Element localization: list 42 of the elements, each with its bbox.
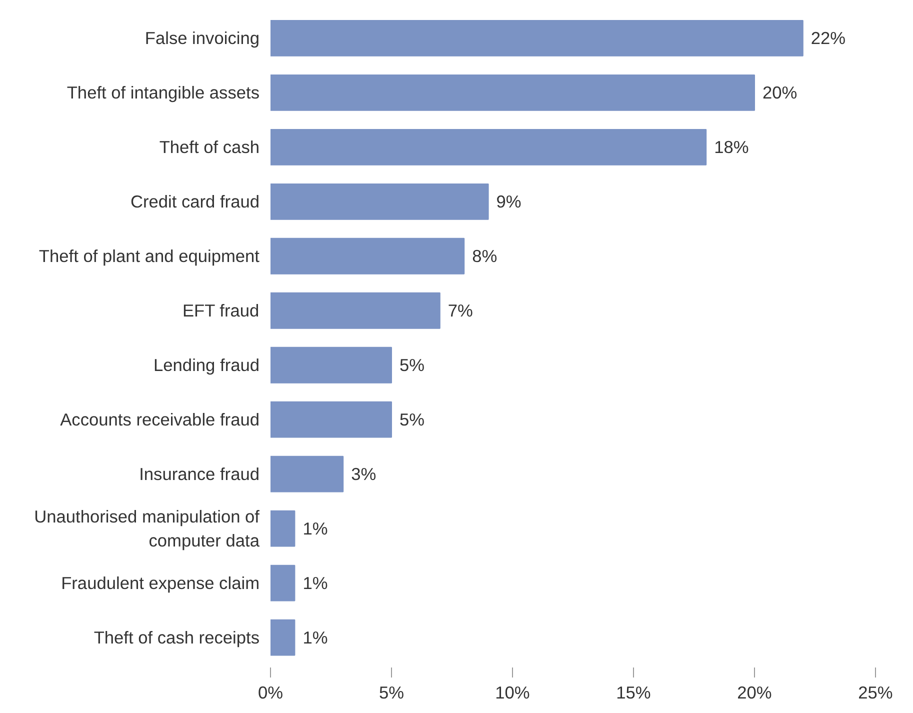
y-tick-label: Lending fraud <box>154 355 260 376</box>
bar <box>270 456 344 492</box>
data-label: 1% <box>302 518 328 539</box>
bar <box>270 401 392 438</box>
x-tick-label: 20% <box>737 682 772 702</box>
data-label: 1% <box>302 573 328 594</box>
y-tick-label: False invoicing <box>144 28 260 48</box>
y-tick-label: Unauthorised manipulation of computer data <box>34 506 260 551</box>
y-tick-label: Theft of intangible assets <box>66 82 260 103</box>
x-tick-label: 15% <box>616 682 651 702</box>
data-label: 8% <box>472 246 498 266</box>
y-tick-label: EFT fraud <box>182 300 260 321</box>
data-label: 7% <box>448 300 473 321</box>
bar <box>270 238 465 274</box>
bar <box>270 128 707 166</box>
data-label: 22% <box>810 28 846 48</box>
x-tick-label: 5% <box>378 682 404 702</box>
bar <box>270 292 440 329</box>
x-tick-label: 0% <box>258 682 284 702</box>
data-label: 18% <box>714 137 749 158</box>
x-tick-label: 10% <box>495 682 530 702</box>
bar <box>270 183 489 220</box>
bar <box>270 564 296 602</box>
bar <box>270 510 296 547</box>
y-tick-label: Theft of cash <box>159 137 260 158</box>
y-tick-label: Fraudulent expense claim <box>61 573 260 594</box>
data-label: 5% <box>400 355 425 376</box>
y-tick-label: Credit card fraud <box>130 192 260 212</box>
data-label: 1% <box>302 628 328 648</box>
y-tick-label: Theft of cash receipts <box>94 628 260 648</box>
data-label: 3% <box>351 464 376 484</box>
data-label: 9% <box>496 192 522 212</box>
data-label: 5% <box>400 410 425 430</box>
bar <box>270 74 755 111</box>
y-tick-label: Insurance fraud <box>139 464 260 484</box>
bar <box>270 346 392 384</box>
bar <box>270 619 296 656</box>
x-tick-label: 25% <box>858 682 893 702</box>
bar <box>270 20 804 56</box>
y-tick-label: Accounts receivable fraud <box>60 410 260 430</box>
data-label: 20% <box>762 82 798 103</box>
y-tick-label: Theft of plant and equipment <box>38 246 260 266</box>
